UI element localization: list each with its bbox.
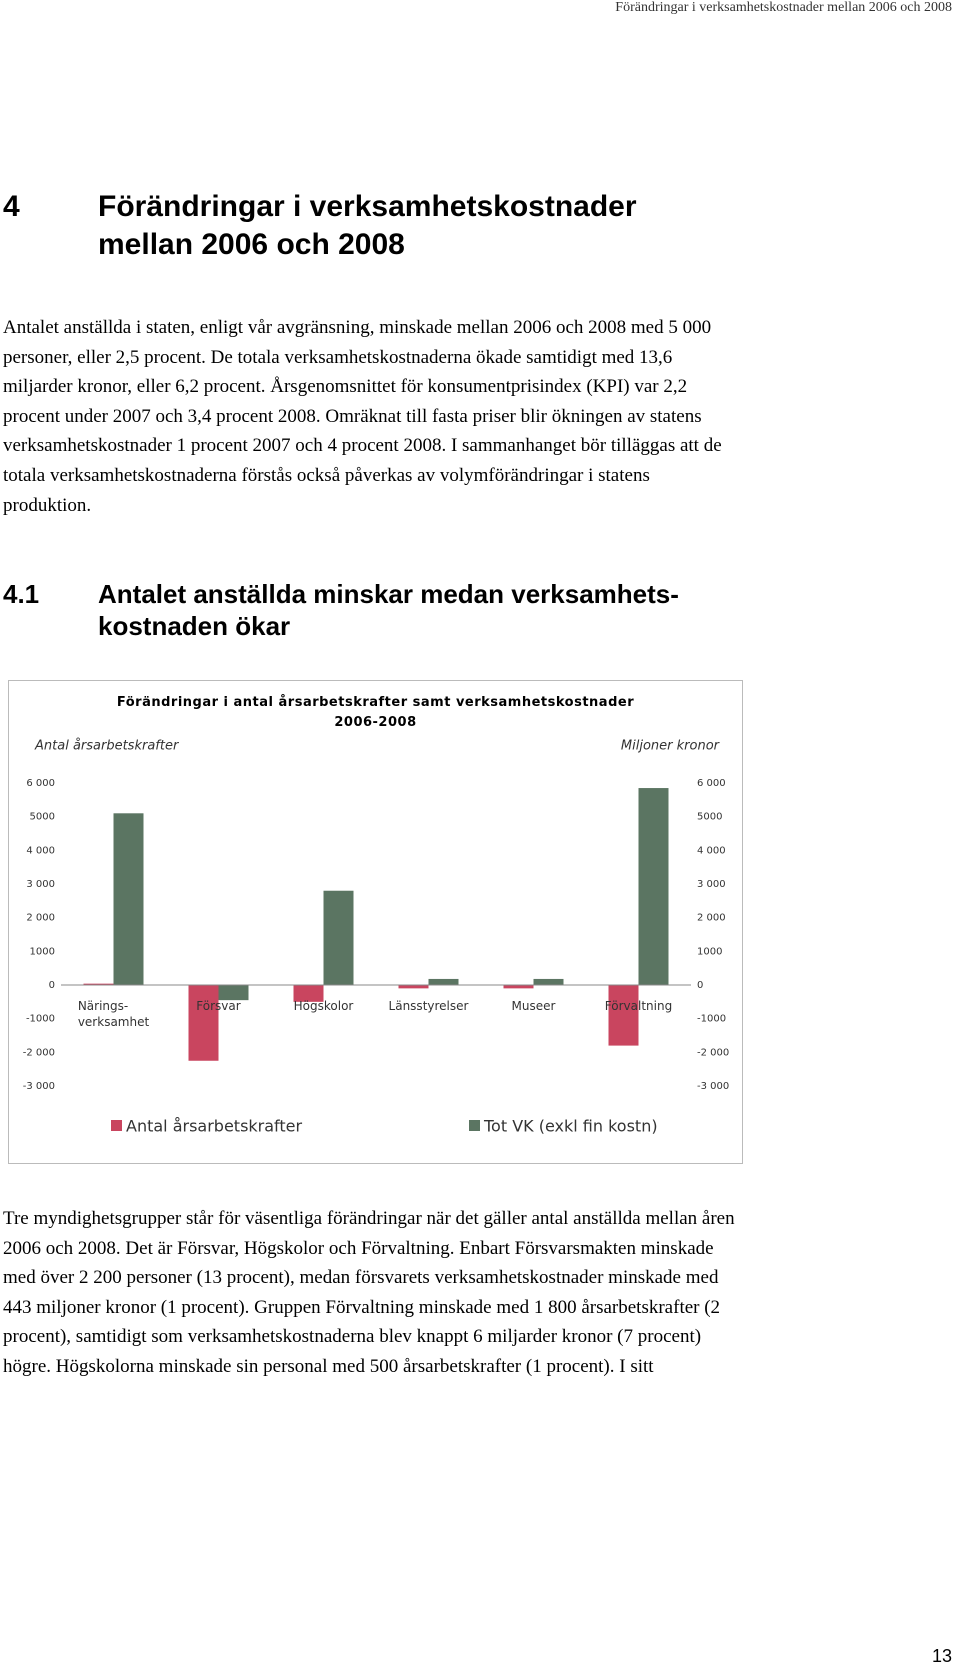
- legend-label: Antal årsarbetskrafter: [126, 1117, 303, 1136]
- page-number: 13: [931, 1646, 952, 1666]
- bar: [83, 983, 114, 985]
- chart-title: Förändringar i antal årsarbetskrafter sa…: [116, 695, 635, 730]
- legend-swatch: [469, 1120, 480, 1131]
- legend-swatch: [111, 1120, 122, 1131]
- x-tick-label: Högskolor: [293, 999, 354, 1013]
- x-tick-label: Förvaltning: [604, 999, 673, 1013]
- y-tick-label: 6 000: [26, 778, 55, 789]
- y2-tick-label: -3 000: [697, 1081, 729, 1092]
- x-tick-label: Länsstyrelser: [388, 999, 469, 1013]
- y2-tick-label: 6 000: [697, 778, 726, 789]
- y2-tick-label: 0: [697, 980, 703, 991]
- x-tick-label: Närings- verksamhet: [77, 999, 150, 1029]
- y2-tick-label: -1000: [697, 1014, 726, 1025]
- bar: [293, 985, 324, 1002]
- subsection-title: Antalet anställda minskar medan verksamh…: [98, 579, 679, 641]
- bar: [113, 813, 144, 985]
- bar: [428, 978, 459, 985]
- y2-tick-label: 4 000: [697, 845, 726, 856]
- y2-tick-label: 1000: [697, 946, 722, 957]
- y2-tick-label: 2 000: [697, 913, 726, 924]
- section-number: 4: [3, 190, 20, 223]
- subsection-number: 4.1: [3, 579, 40, 609]
- chart-frame: Förändringar i antal årsarbetskrafter sa…: [8, 680, 743, 1164]
- running-header: Förändringar i verksamhetskostnader mell…: [615, 0, 952, 15]
- x-tick-label: Museer: [511, 999, 556, 1013]
- paragraph: Tre myndighetsgrupper står för väsentlig…: [3, 1208, 735, 1377]
- bar: [188, 985, 219, 1061]
- bar: [608, 985, 639, 1046]
- bar: [323, 890, 354, 985]
- bar: [533, 978, 564, 985]
- y2-tick-label: 5000: [697, 812, 722, 823]
- y2-tick-label: -2 000: [697, 1047, 729, 1058]
- y-tick-label: 0: [49, 980, 55, 991]
- y-tick-label: 4 000: [26, 845, 55, 856]
- y2-axis-label: Miljoner kronor: [621, 739, 721, 754]
- y-tick-label: 1000: [30, 946, 55, 957]
- legend-label: Tot VK (exkl fin kostn): [483, 1117, 658, 1136]
- bar: [218, 985, 249, 1001]
- section-title: Förändringar i verksamhetskostnader mell…: [98, 190, 637, 261]
- chart: Antal årsarbetskrafter Miljoner kronor 6…: [23, 739, 730, 1136]
- y-tick-label: -2 000: [23, 1047, 55, 1058]
- bar: [398, 985, 429, 989]
- y-tick-label: -3 000: [23, 1081, 55, 1092]
- y-tick-label: 5000: [30, 812, 55, 823]
- y-tick-label: 2 000: [26, 913, 55, 924]
- x-tick-label: Försvar: [196, 999, 241, 1013]
- bar: [503, 985, 534, 989]
- y-tick-label: 3 000: [26, 879, 55, 890]
- y-axis-label: Antal årsarbetskrafter: [34, 739, 180, 754]
- y-tick-label: -1000: [26, 1014, 55, 1025]
- y2-tick-label: 3 000: [697, 879, 726, 890]
- bar: [638, 788, 669, 985]
- paragraph: Antalet anställda i staten, enligt vår a…: [3, 317, 722, 516]
